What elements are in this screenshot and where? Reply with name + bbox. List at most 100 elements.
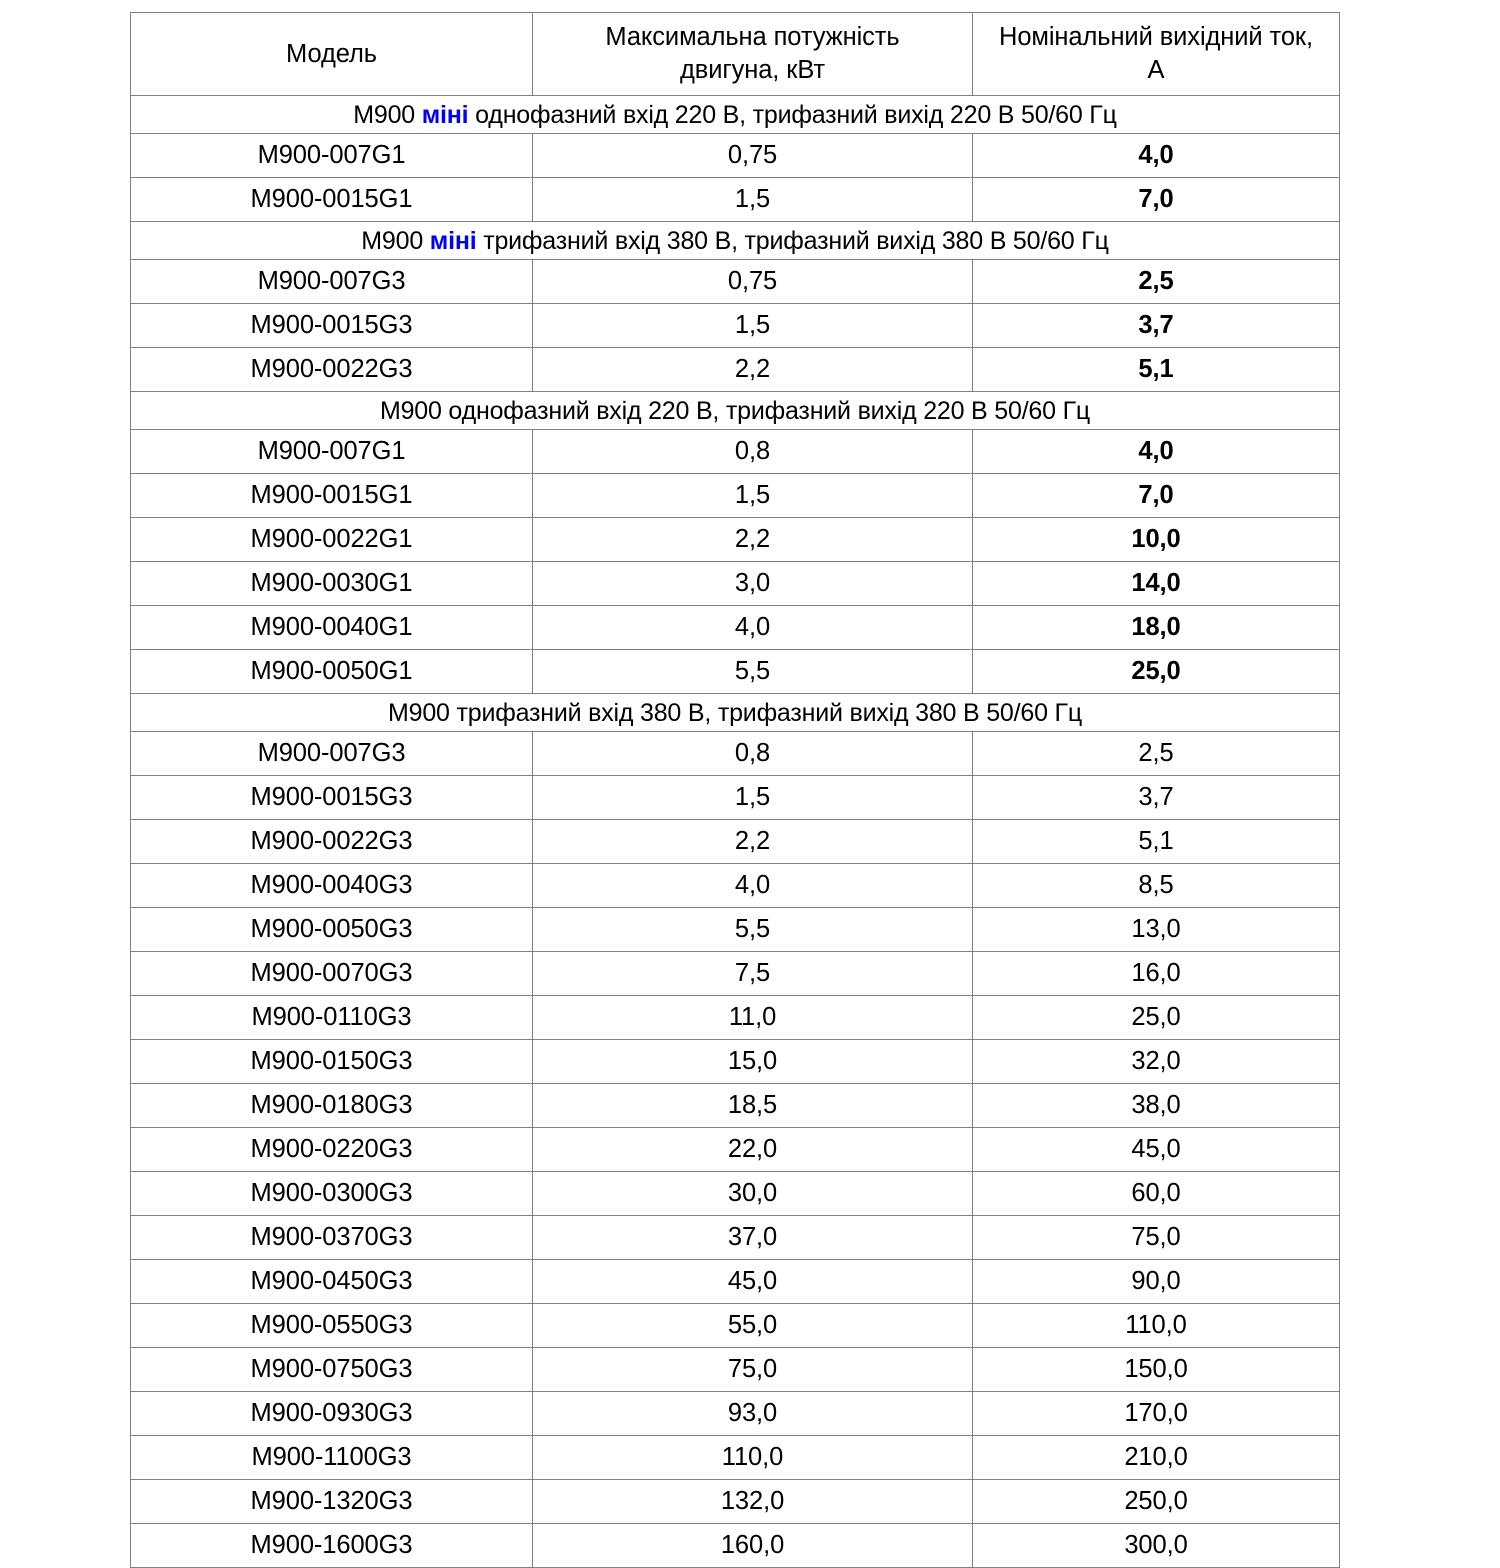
- table-header-row: Модель Максимальна потужність двигуна, к…: [130, 12, 1340, 96]
- cell-current: 150,0: [972, 1347, 1340, 1392]
- cell-current: 7,0: [972, 473, 1340, 518]
- cell-model: M900-0022G1: [130, 517, 533, 562]
- cell-current: 14,0: [972, 561, 1340, 606]
- column-header-power-line2: двигуна, кВт: [680, 56, 825, 84]
- cell-power: 75,0: [532, 1347, 973, 1392]
- cell-model: M900-0180G3: [130, 1083, 533, 1128]
- cell-current: 10,0: [972, 517, 1340, 562]
- cell-power: 1,5: [532, 303, 973, 348]
- cell-power: 1,5: [532, 473, 973, 518]
- cell-power: 2,2: [532, 819, 973, 864]
- table-row: M900-0022G3 2,2 5,1: [130, 347, 1340, 392]
- cell-model: M900-0030G1: [130, 561, 533, 606]
- cell-model: M900-0015G3: [130, 303, 533, 348]
- cell-model: M900-1600G3: [130, 1523, 533, 1568]
- cell-current: 13,0: [972, 907, 1340, 952]
- cell-current: 90,0: [972, 1259, 1340, 1304]
- section-title-suffix: трифазний вхід 380 В, трифазний вихід 38…: [476, 226, 1109, 255]
- cell-model: M900-0022G3: [130, 819, 533, 864]
- cell-model: M900-0022G3: [130, 347, 533, 392]
- column-header-current-line1: Номінальний вихідний ток,: [999, 23, 1313, 52]
- cell-power: 22,0: [532, 1127, 973, 1172]
- cell-current: 5,1: [972, 819, 1340, 864]
- model-specification-table: Модель Максимальна потужність двигуна, к…: [130, 12, 1340, 1568]
- cell-power: 0,75: [532, 133, 973, 178]
- cell-power: 11,0: [532, 995, 973, 1040]
- table-body: M900 міні однофазний вхід 220 В, трифазн…: [130, 95, 1340, 1568]
- cell-model: M900-007G1: [130, 429, 533, 474]
- table-row: M900-0300G3 30,0 60,0: [130, 1171, 1340, 1216]
- cell-current: 110,0: [972, 1303, 1340, 1348]
- cell-model: M900-1320G3: [130, 1479, 533, 1524]
- cell-power: 3,0: [532, 561, 973, 606]
- spec-sheet: Модель Максимальна потужність двигуна, к…: [130, 12, 1340, 1568]
- section-header-row: M900 трифазний вхід 380 В, трифазний вих…: [130, 693, 1340, 732]
- cell-power: 160,0: [532, 1523, 973, 1568]
- cell-power: 0,8: [532, 731, 973, 776]
- column-header-power-line1: Максимальна потужність: [605, 23, 900, 52]
- cell-power: 5,5: [532, 649, 973, 694]
- cell-model: M900-0070G3: [130, 951, 533, 996]
- column-header-model: Модель: [130, 12, 533, 96]
- cell-power: 18,5: [532, 1083, 973, 1128]
- cell-model: M900-0370G3: [130, 1215, 533, 1260]
- section-title-m900-3ph-380: M900 трифазний вхід 380 В, трифазний вих…: [130, 693, 1340, 732]
- table-row: M900-0070G3 7,5 16,0: [130, 951, 1340, 996]
- table-row: M900-0930G3 93,0 170,0: [130, 1391, 1340, 1436]
- table-row: M900-0750G3 75,0 150,0: [130, 1347, 1340, 1392]
- cell-power: 1,5: [532, 775, 973, 820]
- table-row: M900-1320G3 132,0 250,0: [130, 1479, 1340, 1524]
- cell-current: 16,0: [972, 951, 1340, 996]
- table-row: M900-0040G1 4,0 18,0: [130, 605, 1340, 650]
- cell-current: 250,0: [972, 1479, 1340, 1524]
- cell-model: M900-0550G3: [130, 1303, 533, 1348]
- cell-current: 32,0: [972, 1039, 1340, 1084]
- cell-current: 300,0: [972, 1523, 1340, 1568]
- cell-power: 4,0: [532, 863, 973, 908]
- section-header-row: M900 міні однофазний вхід 220 В, трифазн…: [130, 95, 1340, 134]
- table-row: M900-0370G3 37,0 75,0: [130, 1215, 1340, 1260]
- cell-model: M900-007G1: [130, 133, 533, 178]
- cell-model: M900-0015G1: [130, 473, 533, 518]
- cell-current: 38,0: [972, 1083, 1340, 1128]
- column-header-current-line2: А: [1147, 56, 1165, 84]
- table-row: M900-0550G3 55,0 110,0: [130, 1303, 1340, 1348]
- cell-power: 30,0: [532, 1171, 973, 1216]
- table-row: M900-0220G3 22,0 45,0: [130, 1127, 1340, 1172]
- cell-power: 2,2: [532, 347, 973, 392]
- section-title-accent: міні: [429, 226, 477, 255]
- column-header-current: Номінальний вихідний ток, А: [972, 12, 1340, 96]
- cell-model: M900-0300G3: [130, 1171, 533, 1216]
- cell-power: 4,0: [532, 605, 973, 650]
- cell-power: 5,5: [532, 907, 973, 952]
- table-row: M900-1100G3 110,0 210,0: [130, 1435, 1340, 1480]
- cell-power: 0,75: [532, 259, 973, 304]
- cell-power: 55,0: [532, 1303, 973, 1348]
- cell-current: 8,5: [972, 863, 1340, 908]
- section-title-accent: міні: [421, 100, 469, 129]
- cell-model: M900-0040G3: [130, 863, 533, 908]
- section-title-suffix: однофазний вхід 220 В, трифазний вихід 2…: [468, 100, 1117, 129]
- cell-current: 3,7: [972, 303, 1340, 348]
- cell-current: 7,0: [972, 177, 1340, 222]
- cell-current: 18,0: [972, 605, 1340, 650]
- cell-model: M900-0750G3: [130, 1347, 533, 1392]
- cell-model: M900-0110G3: [130, 995, 533, 1040]
- cell-current: 25,0: [972, 649, 1340, 694]
- table-row: M900-007G3 0,8 2,5: [130, 731, 1340, 776]
- table-row: M900-0150G3 15,0 32,0: [130, 1039, 1340, 1084]
- table-row: M900-0110G3 11,0 25,0: [130, 995, 1340, 1040]
- cell-current: 4,0: [972, 429, 1340, 474]
- section-title-m900-mini-1ph-220: M900 міні однофазний вхід 220 В, трифазн…: [130, 95, 1340, 134]
- table-row: M900-007G3 0,75 2,5: [130, 259, 1340, 304]
- table-header: Модель Максимальна потужність двигуна, к…: [130, 12, 1340, 96]
- cell-model: M900-0930G3: [130, 1391, 533, 1436]
- cell-current: 25,0: [972, 995, 1340, 1040]
- cell-model: M900-0015G1: [130, 177, 533, 222]
- cell-current: 2,5: [972, 731, 1340, 776]
- cell-power: 93,0: [532, 1391, 973, 1436]
- table-row: M900-0015G1 1,5 7,0: [130, 177, 1340, 222]
- column-header-power: Максимальна потужність двигуна, кВт: [532, 12, 973, 96]
- cell-power: 37,0: [532, 1215, 973, 1260]
- table-row: M900-0015G3 1,5 3,7: [130, 775, 1340, 820]
